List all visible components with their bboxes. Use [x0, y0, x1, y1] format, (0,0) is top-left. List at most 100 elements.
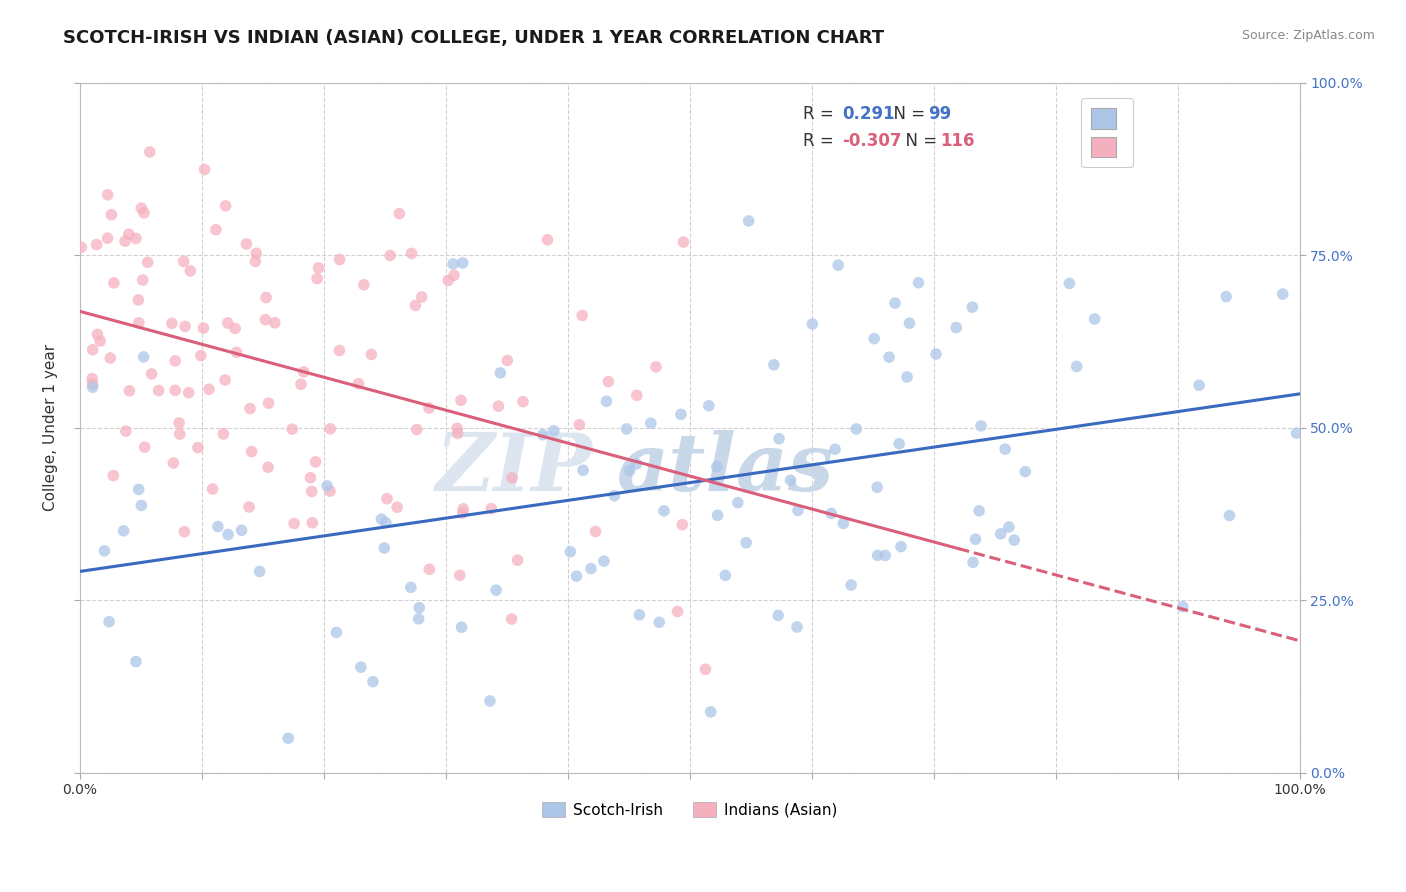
- Point: [1002, 533, 1025, 548]
- Text: R =: R =: [803, 105, 839, 123]
- Text: 116: 116: [939, 132, 974, 150]
- Point: [353, 277, 375, 292]
- Point: [128, 483, 150, 497]
- Point: [1215, 289, 1237, 303]
- Point: [329, 252, 352, 267]
- Point: [82, 343, 104, 357]
- Point: [762, 358, 785, 372]
- Point: [100, 208, 122, 222]
- Point: [86, 237, 108, 252]
- Text: N =: N =: [883, 105, 929, 123]
- Point: [603, 489, 626, 503]
- Point: [263, 316, 285, 330]
- Point: [1084, 312, 1107, 326]
- Point: [165, 384, 187, 398]
- Point: [1066, 359, 1088, 374]
- Point: [347, 376, 370, 391]
- Point: [666, 605, 689, 619]
- Point: [418, 562, 440, 576]
- Point: [735, 535, 758, 549]
- Point: [565, 569, 588, 583]
- Point: [801, 317, 824, 331]
- Point: [290, 377, 312, 392]
- Point: [249, 565, 271, 579]
- Point: [626, 388, 648, 402]
- Point: [118, 384, 141, 398]
- Point: [998, 520, 1021, 534]
- Point: [350, 660, 373, 674]
- Point: [103, 468, 125, 483]
- Point: [167, 416, 190, 430]
- Point: [628, 607, 651, 622]
- Point: [616, 422, 638, 436]
- Point: [193, 321, 215, 335]
- Point: [896, 370, 918, 384]
- Point: [114, 234, 136, 248]
- Point: [316, 479, 339, 493]
- Point: [173, 524, 195, 539]
- Point: [787, 503, 810, 517]
- Point: [212, 426, 235, 441]
- Point: [839, 578, 862, 592]
- Point: [375, 491, 398, 506]
- Point: [714, 568, 737, 582]
- Point: [672, 235, 695, 249]
- Point: [93, 544, 115, 558]
- Text: atlas: atlas: [617, 431, 834, 508]
- Point: [82, 377, 104, 392]
- Point: [437, 273, 460, 287]
- Point: [925, 347, 948, 361]
- Point: [308, 260, 330, 275]
- Point: [388, 206, 411, 220]
- Y-axis label: College, Under 1 year: College, Under 1 year: [44, 344, 58, 511]
- Point: [866, 549, 889, 563]
- Point: [669, 408, 692, 422]
- Point: [86, 327, 108, 342]
- Point: [890, 540, 912, 554]
- Point: [411, 290, 433, 304]
- Point: [827, 258, 849, 272]
- Point: [543, 424, 565, 438]
- Point: [214, 373, 236, 387]
- Point: [568, 417, 591, 432]
- Point: [98, 351, 121, 365]
- Point: [595, 394, 617, 409]
- Point: [572, 463, 595, 477]
- Point: [254, 291, 277, 305]
- Point: [239, 401, 262, 416]
- Point: [319, 422, 342, 436]
- Point: [361, 674, 384, 689]
- Point: [496, 353, 519, 368]
- Point: [824, 442, 846, 457]
- Point: [307, 271, 329, 285]
- Point: [207, 519, 229, 533]
- Point: [697, 399, 720, 413]
- Point: [485, 583, 508, 598]
- Point: [877, 350, 900, 364]
- Text: R =: R =: [803, 132, 839, 150]
- Point: [235, 236, 257, 251]
- Point: [571, 309, 593, 323]
- Point: [1271, 287, 1294, 301]
- Point: [201, 482, 224, 496]
- Point: [598, 375, 620, 389]
- Point: [970, 418, 993, 433]
- Point: [593, 554, 616, 568]
- Point: [965, 532, 987, 546]
- Point: [97, 231, 120, 245]
- Point: [245, 254, 267, 268]
- Point: [478, 694, 501, 708]
- Point: [845, 422, 868, 436]
- Point: [179, 264, 201, 278]
- Point: [214, 199, 236, 213]
- Point: [401, 246, 423, 260]
- Point: [1014, 465, 1036, 479]
- Point: [449, 568, 471, 582]
- Point: [257, 396, 280, 410]
- Point: [112, 524, 135, 538]
- Point: [304, 455, 326, 469]
- Point: [907, 276, 929, 290]
- Point: [962, 555, 984, 569]
- Point: [489, 366, 512, 380]
- Text: 99: 99: [928, 105, 950, 123]
